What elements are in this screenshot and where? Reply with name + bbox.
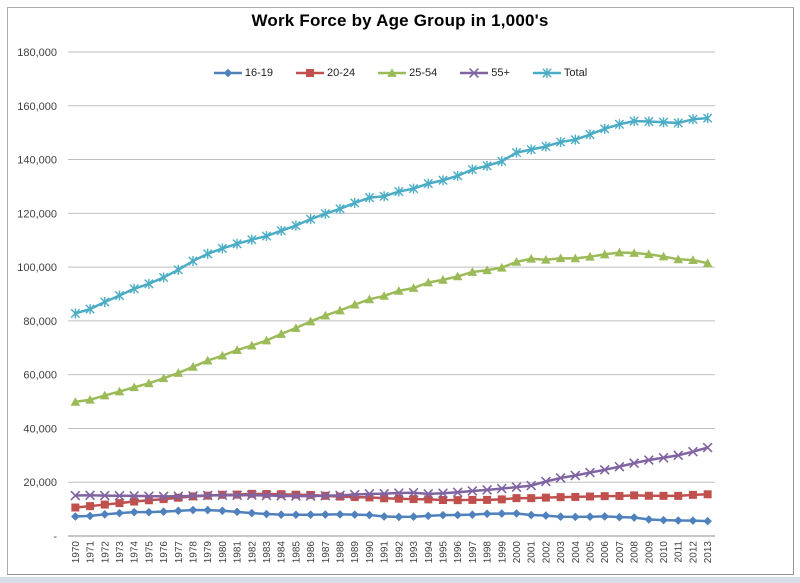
svg-text:40,000: 40,000 xyxy=(23,423,57,435)
window-edge-strip xyxy=(0,577,800,583)
svg-text:1989: 1989 xyxy=(350,541,361,564)
svg-text:1987: 1987 xyxy=(321,541,332,564)
svg-text:1981: 1981 xyxy=(233,541,244,564)
legend-label: 20-24 xyxy=(326,67,356,79)
svg-text:1996: 1996 xyxy=(453,541,464,564)
legend-label: 25-54 xyxy=(409,67,438,79)
svg-text:100,000: 100,000 xyxy=(17,262,57,274)
svg-text:2001: 2001 xyxy=(527,541,538,564)
svg-text:1983: 1983 xyxy=(262,541,273,564)
svg-text:120,000: 120,000 xyxy=(17,208,57,220)
svg-text:1978: 1978 xyxy=(188,541,199,564)
legend-marker-asterisk-icon xyxy=(532,68,561,78)
legend-item-16-19[interactable]: 16-19 xyxy=(213,67,273,79)
svg-text:20,000: 20,000 xyxy=(23,477,57,489)
legend-item-25-54[interactable]: 25-54 xyxy=(377,67,437,79)
svg-text:1985: 1985 xyxy=(291,541,302,564)
svg-text:2009: 2009 xyxy=(644,541,655,564)
legend-marker-x-icon xyxy=(460,68,489,78)
legend-label: Total xyxy=(563,67,588,79)
svg-text:2002: 2002 xyxy=(541,541,552,564)
svg-text:2003: 2003 xyxy=(556,541,567,564)
svg-text:1986: 1986 xyxy=(306,541,317,564)
svg-text:1972: 1972 xyxy=(100,541,111,564)
svg-text:1984: 1984 xyxy=(277,541,288,564)
svg-text:2007: 2007 xyxy=(615,541,626,564)
svg-text:180,000: 180,000 xyxy=(17,47,57,59)
legend-marker-triangle-icon xyxy=(378,68,407,77)
svg-text:1974: 1974 xyxy=(130,541,141,564)
svg-text:-: - xyxy=(53,531,57,543)
svg-text:1993: 1993 xyxy=(409,541,420,564)
svg-text:1977: 1977 xyxy=(174,541,185,564)
svg-text:1971: 1971 xyxy=(86,541,97,564)
svg-text:80,000: 80,000 xyxy=(23,316,57,328)
svg-text:60,000: 60,000 xyxy=(23,370,57,382)
chart-legend: 16-19 20-24 25-54 55+ Total xyxy=(0,67,800,79)
svg-text:1973: 1973 xyxy=(115,541,126,564)
svg-text:1995: 1995 xyxy=(438,541,449,564)
svg-text:2010: 2010 xyxy=(659,541,670,564)
svg-text:2011: 2011 xyxy=(674,541,685,563)
svg-text:1980: 1980 xyxy=(218,541,229,564)
legend-item-55-[interactable]: 55+ xyxy=(459,67,510,79)
svg-text:1998: 1998 xyxy=(483,541,494,564)
svg-text:2013: 2013 xyxy=(703,541,714,564)
legend-label: 16-19 xyxy=(244,67,273,79)
svg-text:2005: 2005 xyxy=(586,541,597,564)
svg-text:160,000: 160,000 xyxy=(17,101,57,113)
svg-text:1990: 1990 xyxy=(365,541,376,564)
svg-text:1992: 1992 xyxy=(394,541,405,564)
svg-text:2008: 2008 xyxy=(630,541,641,564)
svg-text:2012: 2012 xyxy=(688,541,699,564)
svg-text:1982: 1982 xyxy=(247,541,258,564)
legend-marker-diamond-icon xyxy=(213,68,242,78)
svg-text:2000: 2000 xyxy=(512,541,523,564)
svg-text:2006: 2006 xyxy=(600,541,611,564)
legend-label: 55+ xyxy=(491,67,510,79)
svg-text:1999: 1999 xyxy=(497,541,508,564)
legend-item-20-24[interactable]: 20-24 xyxy=(295,67,355,79)
legend-item-total[interactable]: Total xyxy=(532,67,587,79)
svg-text:140,000: 140,000 xyxy=(17,155,57,167)
svg-text:1997: 1997 xyxy=(468,541,479,564)
legend-marker-square-icon xyxy=(295,69,324,77)
svg-text:1988: 1988 xyxy=(336,541,347,564)
svg-text:1991: 1991 xyxy=(380,541,391,564)
svg-text:1970: 1970 xyxy=(71,541,82,564)
svg-text:1976: 1976 xyxy=(159,541,170,564)
svg-text:1979: 1979 xyxy=(203,541,214,564)
svg-text:2004: 2004 xyxy=(571,541,582,564)
svg-text:1975: 1975 xyxy=(144,541,155,564)
chart-title[interactable]: Work Force by Age Group in 1,000's xyxy=(251,11,549,30)
svg-text:1994: 1994 xyxy=(424,541,435,564)
